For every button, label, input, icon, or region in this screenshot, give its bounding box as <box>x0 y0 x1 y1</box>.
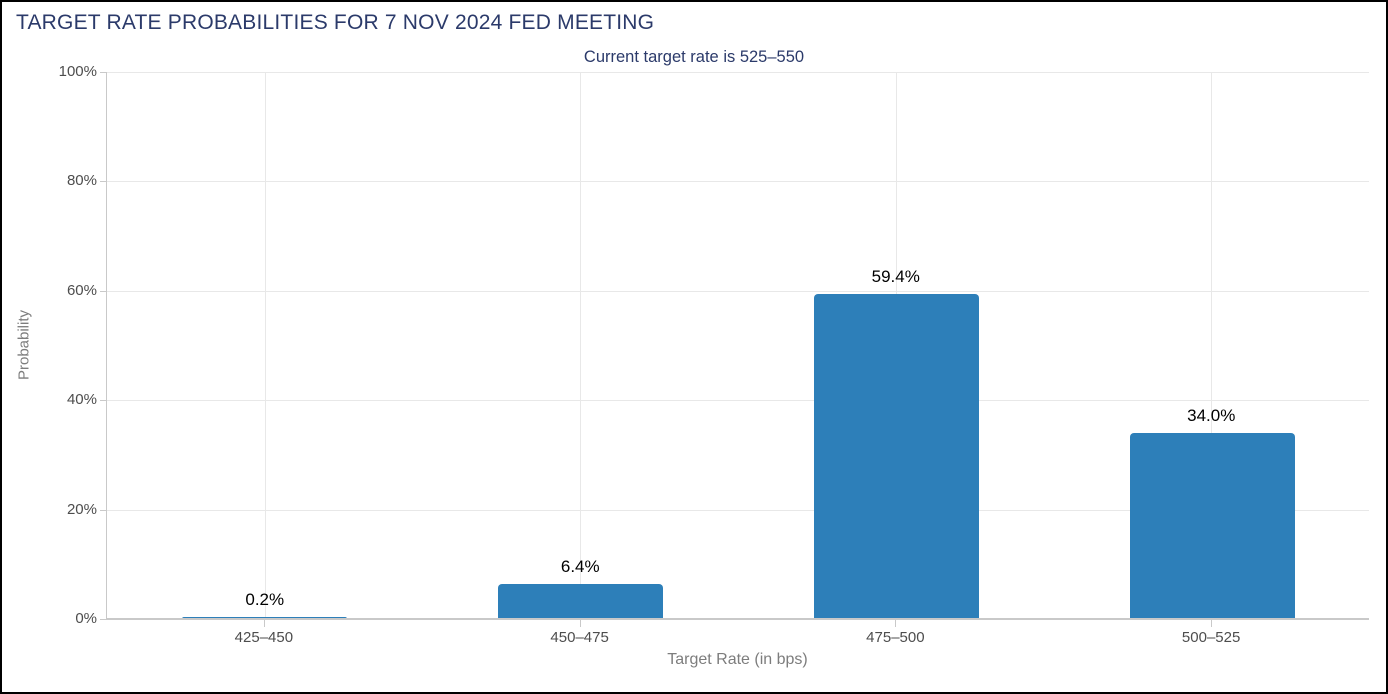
x-tick-label: 500–525 <box>1181 629 1241 646</box>
y-tick-label: 80% <box>66 172 97 190</box>
x-tick-mark <box>895 620 897 627</box>
gridline-100pct <box>107 72 1369 73</box>
chart-title: TARGET RATE PROBABILITIES FOR 7 NOV 2024… <box>16 11 655 34</box>
y-tick-label: 100% <box>58 63 97 80</box>
y-tick-label: 0% <box>75 610 97 627</box>
bar-475-500[interactable] <box>813 294 979 619</box>
y-tick-label: 40% <box>66 391 97 409</box>
x-tick-label: 425–450 <box>234 629 294 646</box>
x-axis-line <box>106 618 1369 620</box>
y-tick-mark <box>100 619 106 620</box>
y-tick-mark <box>100 290 106 292</box>
y-tick-label: 20% <box>66 500 97 518</box>
x-tick-mark <box>579 620 581 627</box>
gridline-40pct <box>107 400 1369 402</box>
bar-value-label: 59.4% <box>871 267 920 287</box>
gridline-category <box>580 72 582 619</box>
y-tick-mark <box>100 72 106 73</box>
x-tick-label: 475–500 <box>866 629 925 646</box>
y-axis-title: Probability <box>15 309 33 381</box>
plot-area: 0.2% 6.4% 59.4% 34.0% <box>106 72 1369 619</box>
bar-value-label: 34.0% <box>1187 406 1236 426</box>
x-tick-label: 450–475 <box>550 629 609 646</box>
bar-value-label: 6.4% <box>560 557 600 576</box>
bar-value-label: 0.2% <box>245 589 285 609</box>
y-tick-mark <box>100 400 106 402</box>
x-axis-title: Target Rate (in bps) <box>667 651 808 668</box>
x-tick-mark <box>263 620 265 627</box>
chart-subtitle: Current target rate is 525–550 <box>583 48 805 66</box>
y-tick-label: 60% <box>66 281 97 299</box>
y-tick-mark <box>100 181 106 183</box>
bar-425-450[interactable] <box>182 616 348 619</box>
bar-450-475[interactable] <box>498 584 664 619</box>
gridline-category <box>1211 72 1213 619</box>
gridline-60pct <box>107 290 1369 292</box>
y-tick-mark <box>100 509 106 511</box>
bar-500-525[interactable] <box>1129 433 1295 619</box>
x-tick-mark <box>1211 620 1213 627</box>
gridline-category <box>264 72 266 619</box>
gridline-20pct <box>107 509 1369 511</box>
gridline-80pct <box>107 181 1369 183</box>
